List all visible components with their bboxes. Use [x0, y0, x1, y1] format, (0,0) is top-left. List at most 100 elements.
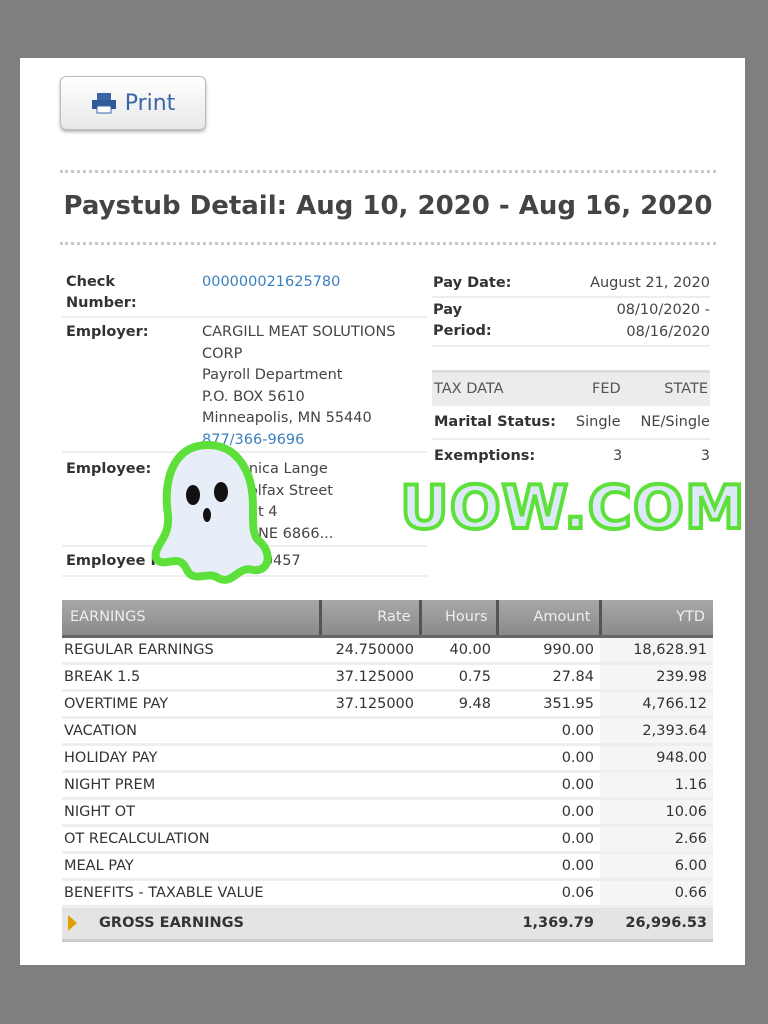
hours [420, 825, 497, 854]
table-row: NIGHT PREM 0.00 1.16 [62, 771, 713, 800]
rate: 24.750000 [320, 636, 420, 665]
table-row: BREAK 1.5 37.125000 0.75 27.84 239.98 [62, 663, 713, 692]
earning-name: BREAK 1.5 [62, 663, 320, 692]
amount: 0.00 [497, 798, 600, 827]
amount: 0.00 [497, 852, 600, 881]
earning-name: REGULAR EARNINGS [62, 636, 320, 665]
employee-id-label: Employee ID: [66, 553, 174, 569]
exemptions-label: Exemptions: [434, 448, 536, 464]
check-number-label: Check Number: [66, 274, 137, 311]
paystub-page: Print Paystub Detail: Aug 10, 2020 - Aug… [20, 58, 745, 965]
total-ytd: 26,996.53 [600, 906, 713, 942]
ytd: 4,766.12 [600, 690, 713, 719]
watermark: UOW.COM [398, 473, 747, 543]
divider [62, 575, 427, 577]
printer-icon [91, 93, 116, 114]
ytd: 239.98 [600, 663, 713, 692]
table-row: MEAL PAY 0.00 6.00 [62, 852, 713, 881]
rate [320, 717, 420, 746]
employer-address: CARGILL MEAT SOLUTIONS CORP Payroll Depart… [202, 322, 396, 451]
ghost-logo [151, 440, 272, 584]
rate: 37.125000 [320, 690, 420, 719]
hours [420, 717, 497, 746]
pay-period-label: Pay Period: [433, 302, 492, 339]
employer-phone[interactable]: 877/366-9696 [202, 431, 305, 448]
ytd: 1.16 [600, 771, 713, 800]
print-button[interactable]: Print [60, 76, 206, 130]
divider [60, 242, 716, 245]
earning-name: OT RECALCULATION [62, 825, 320, 854]
divider [62, 316, 427, 318]
rate [320, 744, 420, 773]
amount: 27.84 [497, 663, 600, 692]
divider [432, 438, 710, 440]
rate [320, 798, 420, 827]
earning-name: NIGHT OT [62, 798, 320, 827]
ytd: 18,628.91 [600, 636, 713, 665]
pay-period: 08/10/2020 -08/16/2020 [616, 302, 710, 340]
earning-name: NIGHT PREM [62, 771, 320, 800]
amount: 990.00 [497, 636, 600, 665]
amount: 351.95 [497, 690, 600, 719]
marital-fed: Single [575, 414, 621, 430]
col-hours: Hours [420, 600, 499, 638]
divider [432, 296, 710, 298]
hours [420, 771, 497, 800]
amount: 0.00 [497, 717, 600, 746]
check-number[interactable]: 000000021625780 [202, 274, 341, 290]
amount: 0.00 [497, 771, 600, 800]
page-title: Paystub Detail: Aug 10, 2020 - Aug 16, 2… [63, 191, 713, 221]
marital-status-label: Marital Status: [434, 414, 556, 430]
rate: 37.125000 [320, 663, 420, 692]
hours [420, 879, 497, 908]
table-row: BENEFITS - TAXABLE VALUE 0.06 0.66 [62, 879, 713, 908]
hours [420, 744, 497, 773]
exemptions-fed: 3 [613, 448, 623, 464]
rate [320, 852, 420, 881]
col-ytd: YTD [600, 600, 713, 638]
rate [320, 879, 420, 908]
col-earnings: EARNINGS [62, 600, 322, 638]
pay-date: August 21, 2020 [590, 275, 710, 291]
print-label: Print [124, 90, 176, 116]
hours: 40.00 [420, 636, 497, 665]
marital-status-row: Marital Status: Single NE/Single [434, 412, 710, 434]
table-row: VACATION 0.00 2,393.64 [62, 717, 713, 746]
earnings-table: EARNINGS Rate Hours Amount YTD REGULAR E… [62, 600, 713, 942]
gross-earnings-row: GROSS EARNINGS 1,369.79 26,996.53 [62, 906, 713, 942]
total-amount: 1,369.79 [497, 906, 600, 942]
ytd: 10.06 [600, 798, 713, 827]
hours: 9.48 [420, 690, 497, 719]
employer-label: Employer: [66, 324, 149, 340]
arrow-icon [68, 915, 77, 931]
rate [320, 825, 420, 854]
col-amount: Amount [497, 600, 602, 638]
pay-date-label: Pay Date: [433, 275, 512, 291]
amount: 0.06 [497, 879, 600, 908]
hours [420, 852, 497, 881]
rate [320, 771, 420, 800]
table-row: OVERTIME PAY 37.125000 9.48 351.95 4,766.12 [62, 690, 713, 719]
table-row: OT RECALCULATION 0.00 2.66 [62, 825, 713, 854]
employee-label: Employee: [66, 461, 152, 477]
col-rate: Rate [320, 600, 422, 638]
ytd: 948.00 [600, 744, 713, 773]
ytd: 0.66 [600, 879, 713, 908]
divider [60, 170, 716, 173]
exemptions-state: 3 [700, 448, 710, 464]
tax-data-header: TAX DATA FED STATE [432, 370, 710, 406]
marital-state: NE/Single [640, 414, 710, 430]
table-row: REGULAR EARNINGS 24.750000 40.00 990.00 18,6… [62, 636, 713, 665]
total-label: GROSS EARNINGS [99, 915, 244, 931]
earning-name: BENEFITS - TAXABLE VALUE [62, 879, 320, 908]
ytd: 2.66 [600, 825, 713, 854]
hours [420, 798, 497, 827]
divider [432, 345, 710, 347]
amount: 0.00 [497, 744, 600, 773]
earning-name: MEAL PAY [62, 852, 320, 881]
earning-name: HOLIDAY PAY [62, 744, 320, 773]
amount: 0.00 [497, 825, 600, 854]
table-row: HOLIDAY PAY 0.00 948.00 [62, 744, 713, 773]
hours: 0.75 [420, 663, 497, 692]
ytd: 6.00 [600, 852, 713, 881]
